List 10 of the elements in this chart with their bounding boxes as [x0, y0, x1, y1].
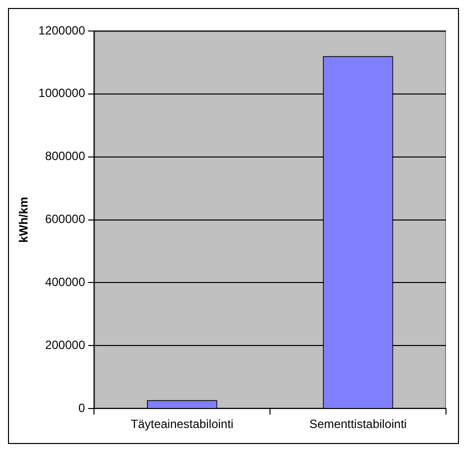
x-tick-label: Sementtistabilointi — [309, 417, 407, 432]
y-tick-label: 600000 — [45, 212, 86, 226]
y-tick-label: 800000 — [45, 149, 86, 164]
y-tick-label: 400000 — [45, 275, 86, 290]
y-tick-label: 200000 — [45, 338, 86, 352]
y-tick-label: 0 — [78, 400, 86, 415]
x-tick-label: Täyteainestabilointi — [130, 417, 234, 432]
y-tick-label: 1000000 — [38, 86, 86, 100]
y-axis-title: kWh/km — [16, 196, 31, 243]
y-tick-label: 1200000 — [38, 23, 86, 38]
